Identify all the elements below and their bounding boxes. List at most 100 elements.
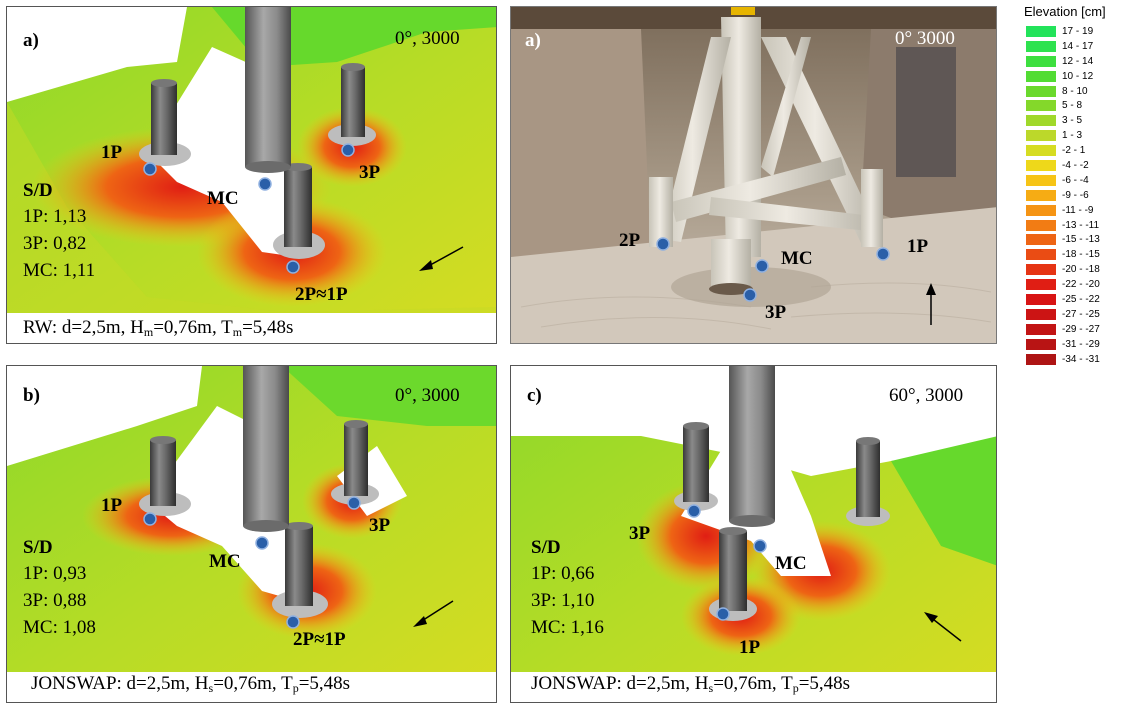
- legend-label: -34 - -31: [1062, 353, 1100, 365]
- sd-1p: 1P: 1,13: [23, 206, 87, 227]
- legend-label: -31 - -29: [1062, 338, 1100, 350]
- legend-item: 12 - 14: [1012, 54, 1136, 69]
- wave-condition: JONSWAP: d=2,5m, Hs=0,76m, Tp=5,48s: [531, 673, 851, 695]
- legend-label: -9 - -6: [1062, 189, 1089, 201]
- legend-item: 10 - 12: [1012, 69, 1136, 84]
- sd-3p: 3P: 0,88: [23, 590, 87, 611]
- condition-label: 0°, 3000: [395, 28, 460, 49]
- legend-title: Elevation [cm]: [1024, 4, 1106, 19]
- pile-label-3p: 3P: [765, 302, 787, 323]
- legend-label: -29 - -27: [1062, 323, 1100, 335]
- panel-label: c): [527, 385, 542, 406]
- scour-map-b: [7, 366, 496, 702]
- legend-swatch: [1026, 323, 1056, 335]
- legend-label: -18 - -15: [1062, 249, 1100, 261]
- pile-label-mc: MC: [775, 553, 807, 574]
- panel-c-scour-map: c) 60°, 3000 3P MC 1P S/D 1P: 0,66 3P: 1…: [510, 365, 997, 703]
- panel-photo: a) 0° 3000 2P MC 1P 3P: [510, 6, 997, 344]
- legend-item: -27 - -25: [1012, 307, 1136, 322]
- legend-swatch: [1026, 279, 1056, 291]
- legend-label: -20 - -18: [1062, 264, 1100, 276]
- pile-label-2p: 2P≈1P: [295, 284, 348, 305]
- pile-label-mc: MC: [207, 188, 239, 209]
- legend-swatch: [1026, 234, 1056, 246]
- panel-b-scour-map: b) 0°, 3000 1P 3P MC 2P≈1P S/D 1P: 0,93 …: [6, 365, 497, 703]
- legend-item: -9 - -6: [1012, 188, 1136, 203]
- legend-item: 5 - 8: [1012, 98, 1136, 113]
- legend-label: -11 - -9: [1062, 204, 1094, 216]
- legend-swatch: [1026, 40, 1056, 52]
- panel-label: a): [23, 30, 39, 51]
- legend-swatch: [1026, 55, 1056, 67]
- legend-swatch: [1026, 338, 1056, 350]
- panel-label: b): [23, 385, 40, 406]
- legend-item: 1 - 3: [1012, 128, 1136, 143]
- pile-label-2p: 2P: [619, 230, 641, 251]
- legend-item: 3 - 5: [1012, 113, 1136, 128]
- pile-label-3p: 3P: [359, 162, 381, 183]
- pile-label-1p: 1P: [101, 495, 123, 516]
- sd-mc: MC: 1,11: [23, 260, 96, 281]
- legend-label: -22 - -20: [1062, 279, 1100, 291]
- legend-label: 10 - 12: [1062, 70, 1094, 82]
- panel-label: a): [525, 30, 541, 51]
- sd-title: S/D: [531, 537, 561, 558]
- pile-label-1p: 1P: [907, 236, 929, 257]
- sd-1p: 1P: 0,93: [23, 563, 87, 584]
- legend-item: -29 - -27: [1012, 322, 1136, 337]
- sd-title: S/D: [23, 180, 53, 201]
- legend-swatch: [1026, 249, 1056, 261]
- sd-3p: 3P: 1,10: [531, 590, 595, 611]
- legend-item: -13 - -11: [1012, 218, 1136, 233]
- legend-item: -20 - -18: [1012, 262, 1136, 277]
- sd-1p: 1P: 0,66: [531, 563, 595, 584]
- legend-item: -25 - -22: [1012, 292, 1136, 307]
- legend-item: -34 - -31: [1012, 352, 1136, 367]
- elevation-legend: Elevation [cm] 17 - 19 14 - 17 12 - 14 10 -…: [1012, 4, 1136, 366]
- legend-label: 3 - 5: [1062, 115, 1083, 127]
- legend-label: -6 - -4: [1062, 174, 1089, 186]
- legend-label: 17 - 19: [1062, 25, 1094, 37]
- legend-label: -4 - -2: [1062, 159, 1089, 171]
- wave-condition: JONSWAP: d=2,5m, Hs=0,76m, Tp=5,48s: [31, 673, 351, 695]
- legend-swatch: [1026, 100, 1056, 112]
- legend-item: 14 - 17: [1012, 39, 1136, 54]
- legend-swatch: [1026, 70, 1056, 82]
- pile-label-3p: 3P: [629, 523, 651, 544]
- legend-swatch: [1026, 130, 1056, 142]
- legend-item: 17 - 19: [1012, 24, 1136, 39]
- legend-item: -2 - 1: [1012, 143, 1136, 158]
- legend-item: -6 - -4: [1012, 173, 1136, 188]
- sd-mc: MC: 1,08: [23, 617, 96, 638]
- wave-condition: RW: d=2,5m, Hm=0,76m, Tm=5,48s: [23, 317, 294, 339]
- legend-label: 14 - 17: [1062, 40, 1094, 52]
- legend-swatch: [1026, 219, 1056, 231]
- legend-swatch: [1026, 189, 1056, 201]
- legend-label: -13 - -11: [1062, 219, 1100, 231]
- legend-label: 5 - 8: [1062, 100, 1083, 112]
- legend-label: -15 - -13: [1062, 234, 1100, 246]
- flume-photo: [511, 7, 996, 343]
- pile-label-2p: 2P≈1P: [293, 629, 346, 650]
- scour-map-a: [7, 7, 496, 343]
- condition-label: 0°, 3000: [395, 385, 460, 406]
- legend-item: -31 - -29: [1012, 337, 1136, 352]
- pile-label-1p: 1P: [739, 637, 761, 658]
- pile-label-mc: MC: [781, 248, 813, 269]
- condition-label: 60°, 3000: [889, 385, 964, 406]
- legend-swatch: [1026, 174, 1056, 186]
- panel-a-scour-map: a) 0°, 3000 1P MC 3P 2P≈1P S/D 1P: 1,13 …: [6, 6, 497, 344]
- legend-items: 17 - 19 14 - 17 12 - 14 10 - 12 8 - 10 5 - 8 3…: [1012, 24, 1136, 366]
- legend-label: 1 - 3: [1062, 130, 1083, 142]
- legend-item: -15 - -13: [1012, 232, 1136, 247]
- legend-swatch: [1026, 85, 1056, 97]
- scour-map-c: [511, 366, 996, 702]
- pile-label-1p: 1P: [101, 142, 123, 163]
- pile-label-mc: MC: [209, 551, 241, 572]
- legend-swatch: [1026, 115, 1056, 127]
- legend-swatch: [1026, 204, 1056, 216]
- legend-label: -27 - -25: [1062, 308, 1100, 320]
- sd-title: S/D: [23, 537, 53, 558]
- legend-item: -22 - -20: [1012, 277, 1136, 292]
- condition-label: 0° 3000: [895, 28, 955, 49]
